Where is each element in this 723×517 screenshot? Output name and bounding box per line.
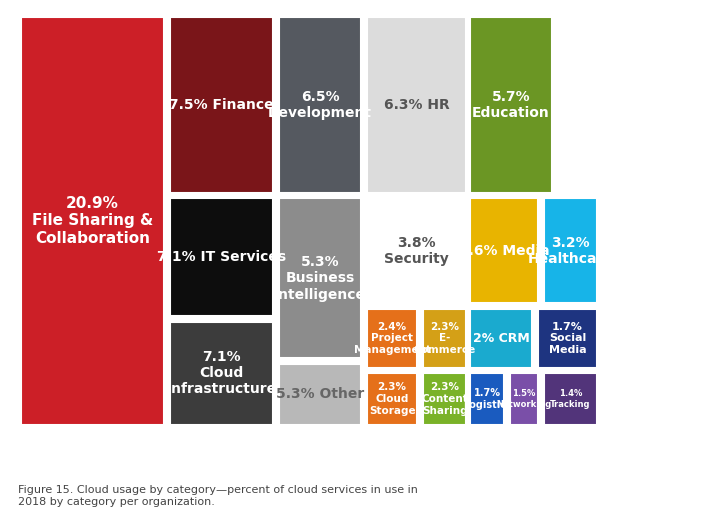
Bar	[367, 199, 466, 303]
Bar	[367, 309, 417, 368]
Text: 3.2%
Healthcare: 3.2% Healthcare	[528, 236, 614, 266]
Bar	[170, 199, 273, 316]
Text: 20.9%
File Sharing &
Collaboration: 20.9% File Sharing & Collaboration	[32, 196, 153, 246]
Text: 1.7%
Logistics: 1.7% Logistics	[463, 388, 511, 410]
Bar	[544, 373, 597, 424]
Bar	[170, 17, 273, 193]
Text: 3.6% Media: 3.6% Media	[458, 244, 549, 258]
Bar	[21, 17, 164, 424]
Bar	[367, 17, 466, 193]
Text: 2% CRM: 2% CRM	[473, 332, 529, 345]
Bar	[279, 17, 361, 193]
Text: 5.7%
Education: 5.7% Education	[472, 90, 549, 120]
Text: 3.8%
Security: 3.8% Security	[384, 236, 449, 266]
Text: 1.7%
Social
Media: 1.7% Social Media	[549, 322, 586, 355]
Bar	[279, 199, 361, 358]
Bar	[279, 364, 361, 424]
Text: 5.3%
Business
Intelligence: 5.3% Business Intelligence	[274, 255, 366, 301]
Bar	[544, 199, 597, 303]
Bar	[538, 309, 597, 368]
Text: 2.3%
E-
Commerce: 2.3% E- Commerce	[414, 322, 476, 355]
Text: 6.3% HR: 6.3% HR	[384, 98, 449, 112]
Bar	[470, 199, 538, 303]
Bar	[424, 309, 466, 368]
Bar	[470, 373, 504, 424]
Bar	[510, 373, 538, 424]
Text: 1.4%
Tracking: 1.4% Tracking	[550, 389, 591, 408]
Text: 5.3% Other: 5.3% Other	[276, 387, 364, 401]
Bar	[170, 322, 273, 424]
Text: Figure 15. Cloud usage by category—percent of cloud services in use in
2018 by c: Figure 15. Cloud usage by category—perce…	[18, 485, 418, 507]
Text: 2.3%
Cloud
Storage: 2.3% Cloud Storage	[369, 383, 416, 416]
Text: 2.3%
Content
Sharing: 2.3% Content Sharing	[422, 383, 469, 416]
Bar	[424, 373, 466, 424]
Bar	[470, 309, 531, 368]
Bar	[470, 17, 552, 193]
Text: 2.4%
Project
Management: 2.4% Project Management	[354, 322, 431, 355]
Text: 6.5%
Development: 6.5% Development	[268, 90, 372, 120]
Text: 7.1% IT Services: 7.1% IT Services	[157, 250, 286, 264]
Bar	[367, 373, 417, 424]
Text: 7.5% Finance: 7.5% Finance	[169, 98, 274, 112]
Text: 1.5%
Networking: 1.5% Networking	[496, 389, 552, 408]
Text: 7.1%
Cloud
Infrastructure: 7.1% Cloud Infrastructure	[166, 350, 277, 397]
